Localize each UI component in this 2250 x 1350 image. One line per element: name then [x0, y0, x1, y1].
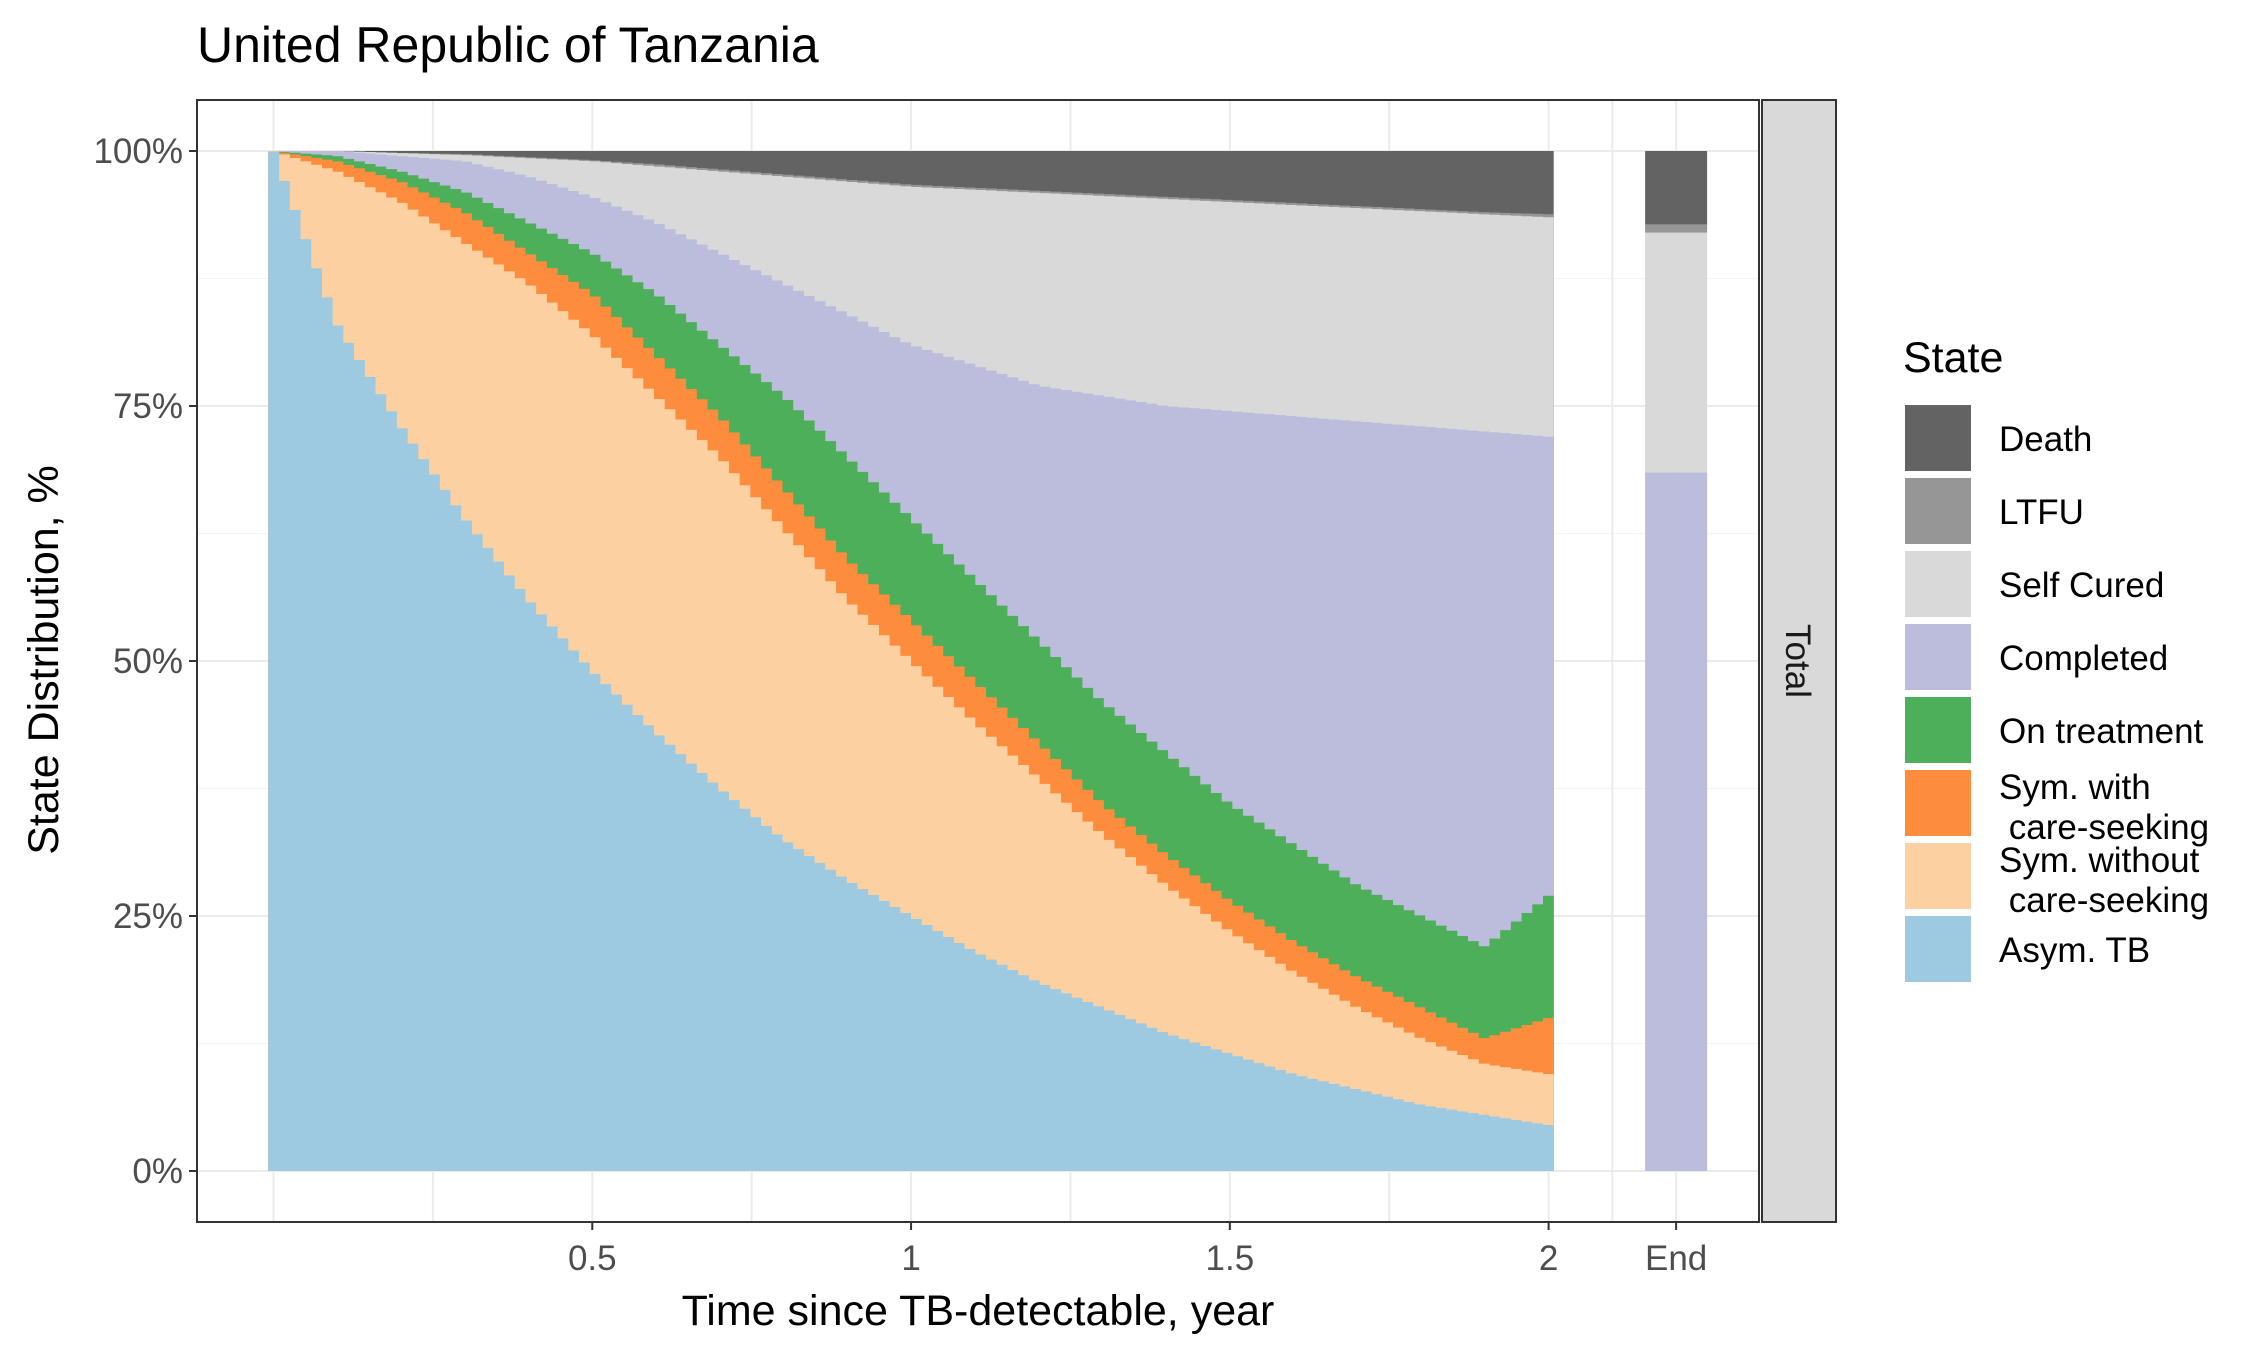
- end-bar-completed: [1645, 472, 1708, 1171]
- y-axis: 0% 25% 50% 75% 100%: [93, 132, 197, 1191]
- legend-key: [1905, 551, 1971, 617]
- legend-key: [1905, 478, 1971, 544]
- legend-key: [1905, 405, 1971, 471]
- strip-background: [1761, 99, 1837, 1223]
- x-tick-label-end: End: [1645, 1239, 1707, 1278]
- legend: State Death LTFU Self Cured Completed On tre…: [1903, 334, 2209, 982]
- area-asym-tb: [268, 151, 1554, 1171]
- strip-label: Total: [1778, 624, 1817, 698]
- x-axis: 0.5 1 1.5 2 End: [568, 1222, 1707, 1278]
- x-tick-label: 1.5: [1206, 1239, 1255, 1278]
- legend-label: LTFU: [1999, 493, 2084, 532]
- end-bar-death: [1645, 151, 1708, 225]
- y-tick-label: 75%: [113, 387, 183, 426]
- end-bar: [1645, 151, 1708, 1171]
- legend-label: Completed: [1999, 639, 2168, 678]
- end-bar-ltfu: [1645, 224, 1708, 233]
- stacked-areas: [268, 151, 1554, 1172]
- end-bar-self-cured: [1645, 232, 1708, 473]
- legend-label: Sym. with care-seeking: [1999, 768, 2209, 847]
- y-axis-title: State Distribution, %: [20, 465, 68, 855]
- facet-strip: Total: [1761, 99, 1837, 1223]
- legend-key: [1905, 843, 1971, 909]
- x-tick-label: 2: [1539, 1239, 1558, 1278]
- legend-label: Self Cured: [1999, 566, 2164, 605]
- legend-label: Sym. without care-seeking: [1999, 841, 2209, 920]
- plot-panel: [196, 99, 1760, 1223]
- x-tick-label: 0.5: [568, 1239, 617, 1278]
- legend-key: [1905, 770, 1971, 836]
- legend-label: Asym. TB: [1999, 931, 2150, 970]
- x-axis-title: Time since TB-detectable, year: [682, 1287, 1275, 1335]
- legend-key: [1905, 624, 1971, 690]
- y-tick-label: 50%: [113, 642, 183, 681]
- legend-title: State: [1903, 334, 2003, 382]
- legend-label: On treatment: [1999, 712, 2204, 751]
- legend-label: Death: [1999, 420, 2092, 459]
- legend-key: [1905, 697, 1971, 763]
- y-tick-label: 0%: [132, 1152, 183, 1191]
- chart-title: United Republic of Tanzania: [197, 17, 819, 73]
- y-tick-label: 100%: [93, 132, 183, 171]
- x-tick-label: 1: [901, 1239, 920, 1278]
- legend-key: [1905, 916, 1971, 982]
- y-tick-label: 25%: [113, 897, 183, 936]
